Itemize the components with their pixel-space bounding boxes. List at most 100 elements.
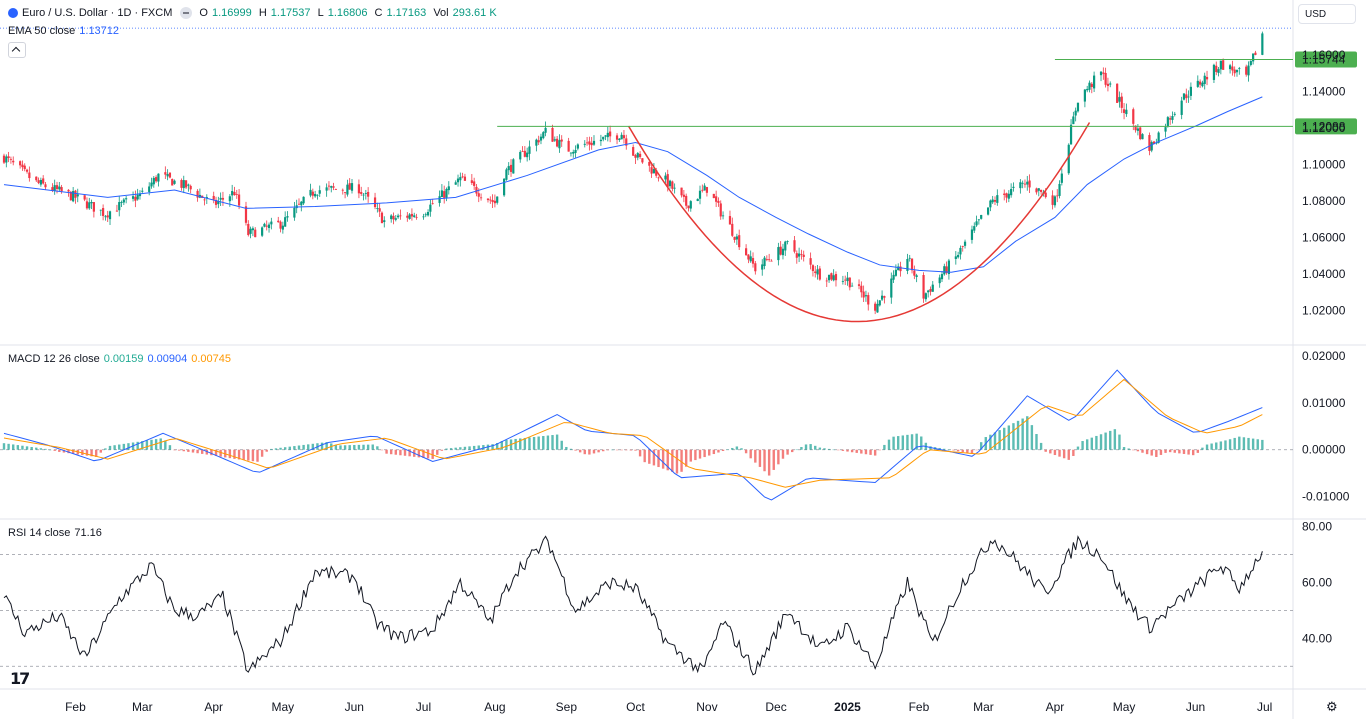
price-candle[interactable] <box>1122 103 1126 120</box>
price-candle[interactable] <box>231 184 234 201</box>
price-candle[interactable] <box>247 220 250 237</box>
price-candle[interactable] <box>844 275 847 286</box>
price-candle[interactable] <box>602 136 605 142</box>
price-candle[interactable] <box>203 197 206 206</box>
price-candle[interactable] <box>851 282 854 287</box>
price-candle[interactable] <box>592 135 596 146</box>
price-candle[interactable] <box>569 152 573 157</box>
price-candle[interactable] <box>509 159 513 177</box>
price-candle[interactable] <box>72 187 75 203</box>
price-candle[interactable] <box>1005 192 1008 203</box>
price-candle[interactable] <box>341 188 344 195</box>
price-candle[interactable] <box>1233 66 1236 77</box>
price-candle[interactable] <box>1182 93 1186 101</box>
ema50-line[interactable] <box>3 96 1263 273</box>
price-candle[interactable] <box>848 277 851 291</box>
price-candle[interactable] <box>634 153 637 164</box>
price-candle[interactable] <box>947 258 951 280</box>
price-candle[interactable] <box>832 269 835 282</box>
price-candle[interactable] <box>39 177 42 187</box>
price-candle[interactable] <box>1106 77 1110 92</box>
price-candle[interactable] <box>682 190 685 203</box>
price-candle[interactable] <box>1217 66 1220 77</box>
price-candle[interactable] <box>924 292 927 302</box>
price-candle[interactable] <box>1261 31 1264 56</box>
price-candle[interactable] <box>263 222 266 228</box>
price-candle[interactable] <box>650 162 653 178</box>
price-candle[interactable] <box>809 252 812 270</box>
price-candle[interactable] <box>993 196 997 205</box>
price-candle[interactable] <box>249 226 252 239</box>
price-candle[interactable] <box>1099 71 1103 82</box>
price-candle[interactable] <box>491 194 494 209</box>
price-candle[interactable] <box>122 198 125 206</box>
price-candle[interactable] <box>943 263 946 276</box>
price-candle[interactable] <box>228 194 231 207</box>
price-candle[interactable] <box>761 259 764 276</box>
price-candle[interactable] <box>779 241 782 256</box>
price-candle[interactable] <box>897 263 900 271</box>
price-candle[interactable] <box>25 168 29 174</box>
price-candle[interactable] <box>698 185 702 205</box>
price-candle[interactable] <box>798 247 801 263</box>
price-candle[interactable] <box>664 172 667 184</box>
price-candle[interactable] <box>422 213 425 220</box>
price-candle[interactable] <box>963 239 967 249</box>
price-candle[interactable] <box>800 249 803 260</box>
price-candle[interactable] <box>136 188 139 201</box>
price-candle[interactable] <box>138 190 142 200</box>
price-candle[interactable] <box>318 185 321 197</box>
price-candle[interactable] <box>1074 107 1077 122</box>
price-candle[interactable] <box>332 182 335 191</box>
price-candle[interactable] <box>957 251 960 259</box>
price-candle[interactable] <box>781 243 785 260</box>
price-candle[interactable] <box>90 199 93 209</box>
price-candle[interactable] <box>1012 182 1015 192</box>
price-candle[interactable] <box>1035 187 1038 195</box>
price-candle[interactable] <box>150 177 153 189</box>
price-candle[interactable] <box>719 200 722 220</box>
price-candle[interactable] <box>343 192 347 199</box>
price-candle[interactable] <box>1010 183 1013 198</box>
macd-line[interactable] <box>3 369 1263 501</box>
price-candle[interactable] <box>180 178 183 191</box>
price-candle[interactable] <box>1021 180 1024 189</box>
price-candle[interactable] <box>58 181 61 191</box>
price-candle[interactable] <box>1109 81 1112 88</box>
price-candle[interactable] <box>362 193 365 201</box>
price-candle[interactable] <box>892 270 895 283</box>
price-candle[interactable] <box>473 177 476 190</box>
price-candle[interactable] <box>221 191 225 206</box>
rsi-pane[interactable] <box>0 535 1293 676</box>
price-candle[interactable] <box>818 265 821 281</box>
price-candle[interactable] <box>938 274 941 288</box>
price-candle[interactable] <box>599 134 603 146</box>
price-candle[interactable] <box>899 261 902 277</box>
price-candle[interactable] <box>556 135 559 148</box>
price-candle[interactable] <box>348 178 351 190</box>
cup-curve-drawing[interactable] <box>627 122 1091 323</box>
symbol-title[interactable]: Euro / U.S. Dollar · 1D · FXCM <box>22 7 173 19</box>
price-candle[interactable] <box>415 213 418 220</box>
price-candle[interactable] <box>297 198 301 206</box>
price-candle[interactable] <box>1219 60 1222 75</box>
price-candle[interactable] <box>721 211 725 220</box>
price-candle[interactable] <box>314 190 317 198</box>
price-candle[interactable] <box>83 195 86 202</box>
rsi-legend[interactable]: RSI 14 close 71.16 <box>8 527 106 539</box>
price-candle[interactable] <box>217 196 220 209</box>
price-candle[interactable] <box>880 290 884 301</box>
price-candle[interactable] <box>507 162 510 175</box>
price-candle[interactable] <box>731 217 734 238</box>
price-candle[interactable] <box>765 255 768 262</box>
price-candle[interactable] <box>615 133 619 145</box>
price-candle[interactable] <box>53 179 56 195</box>
price-candle[interactable] <box>606 126 609 142</box>
price-candle[interactable] <box>1136 124 1139 136</box>
price-candle[interactable] <box>42 175 45 185</box>
price-candle[interactable] <box>715 190 718 208</box>
price-candle[interactable] <box>574 145 577 158</box>
price-candle[interactable] <box>1102 67 1105 80</box>
price-candle[interactable] <box>922 272 925 303</box>
price-candle[interactable] <box>277 216 280 223</box>
